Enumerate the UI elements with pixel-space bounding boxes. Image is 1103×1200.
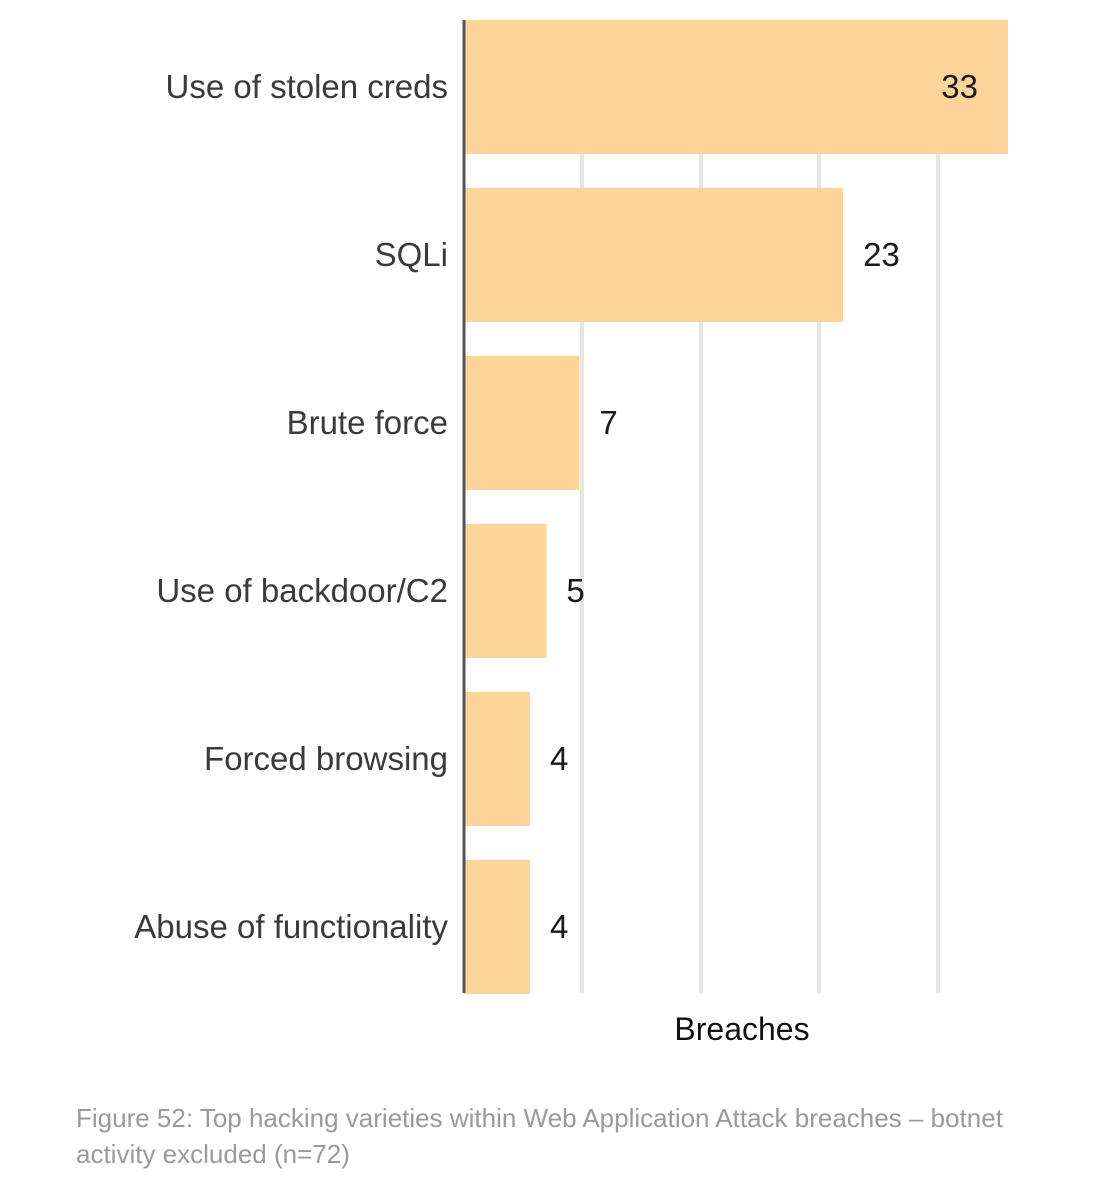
value-label-6: 4 — [550, 908, 568, 945]
figure-caption: Figure 52: Top hacking varieties within … — [76, 1103, 1003, 1169]
bar-3 — [464, 356, 580, 490]
bar-chart: Use of stolen creds SQLi Brute force Use of… — [134, 20, 1008, 1047]
value-label-3: 7 — [599, 404, 617, 441]
gridlines — [580, 20, 940, 993]
category-label-4: Use of backdoor/C2 — [156, 572, 448, 609]
x-axis-title: Breaches — [674, 1011, 809, 1047]
bar-2 — [464, 188, 844, 322]
value-label-2: 23 — [863, 236, 900, 273]
value-labels: 33 23 7 5 4 4 — [550, 68, 978, 945]
category-label-5: Forced browsing — [204, 740, 448, 777]
value-label-4: 5 — [566, 572, 584, 609]
category-label-6: Abuse of functionality — [134, 908, 448, 945]
bar-6 — [464, 860, 530, 994]
value-label-1: 33 — [941, 68, 978, 105]
category-label-2: SQLi — [375, 236, 448, 273]
bar-1 — [464, 20, 1008, 154]
category-label-1: Use of stolen creds — [166, 68, 448, 105]
bars — [464, 20, 1008, 994]
category-labels: Use of stolen creds SQLi Brute force Use of… — [134, 68, 448, 945]
category-label-3: Brute force — [287, 404, 448, 441]
bar-4 — [464, 524, 547, 658]
value-label-5: 4 — [550, 740, 568, 777]
bar-5 — [464, 692, 530, 826]
